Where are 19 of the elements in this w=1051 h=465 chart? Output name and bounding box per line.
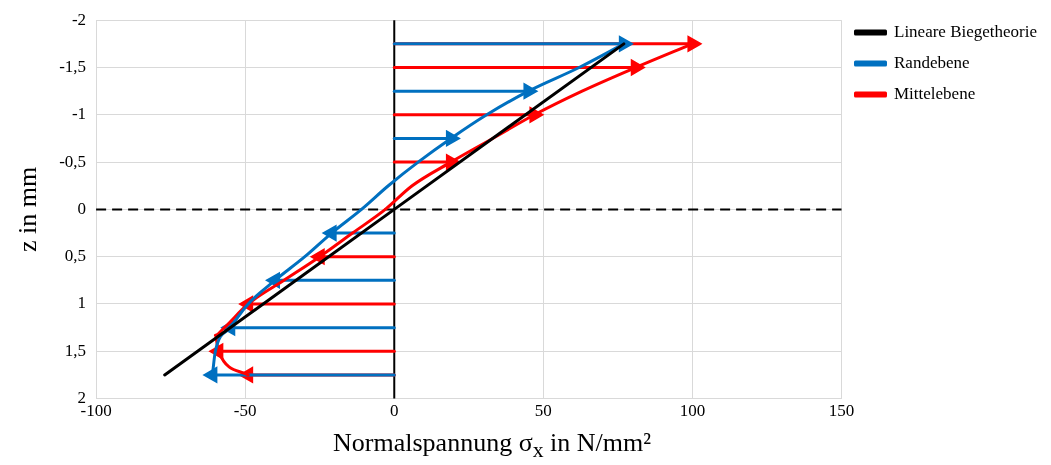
y-tick-label: 0	[77, 198, 87, 218]
y-tick-label: -2	[71, 9, 87, 29]
y-tick-label: -1	[71, 104, 87, 124]
y-tick-label: 2	[77, 388, 87, 408]
x-tick-label: 0	[390, 401, 399, 421]
y-axis-title: z in mm	[13, 166, 43, 253]
x-tick-label: -50	[233, 401, 257, 421]
y-tick-label: -0,5	[59, 151, 87, 171]
y-tick-label: 1	[77, 293, 87, 313]
y-tick-label: 1,5	[64, 340, 87, 360]
legend-label: Mittelebene	[893, 83, 976, 103]
y-tick-label: -1,5	[59, 56, 87, 76]
x-tick-label: 50	[534, 401, 552, 421]
x-tick-label: 150	[828, 401, 855, 421]
y-tick-label: 0,5	[64, 246, 87, 266]
x-axis-title: Normalspannung σ$_{x}$ in N/mm²	[332, 428, 652, 464]
x-tick-label: 100	[679, 401, 706, 421]
legend-label: Randebene	[893, 52, 970, 72]
legend-label: Lineare Biegetheorie	[893, 21, 1038, 41]
